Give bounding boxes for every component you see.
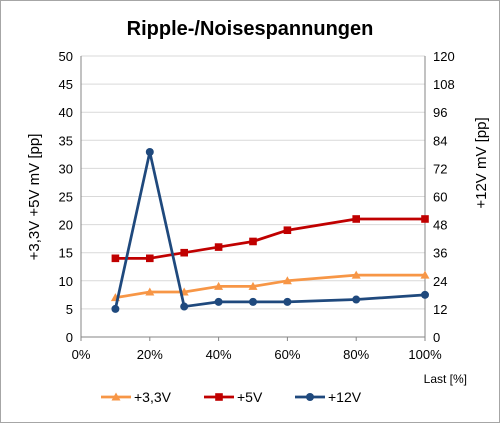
x-tick-label: 0% — [72, 347, 91, 362]
data-point — [180, 302, 189, 311]
legend-entry: +3,3V — [101, 389, 172, 405]
data-point — [249, 237, 257, 246]
legend-marker — [215, 393, 223, 401]
legend-marker — [306, 393, 314, 401]
y-tick-label-left: 15 — [59, 246, 73, 261]
legend: +3,3V +5V +12V — [101, 389, 362, 405]
legend-marker — [111, 392, 121, 401]
data-point — [282, 276, 292, 285]
series-group — [110, 270, 430, 302]
data-point — [352, 295, 361, 304]
gridlines — [81, 55, 425, 310]
data-point — [180, 248, 188, 257]
x-tick-label: 100% — [408, 347, 442, 362]
data-point — [420, 270, 430, 279]
x-tick-label: 80% — [343, 347, 369, 362]
data-point — [421, 215, 429, 223]
data-point — [214, 243, 223, 251]
data-point — [351, 270, 361, 279]
legend-label: +5V — [237, 389, 263, 405]
y-axis-label-left: +3,3V +5V mV [pp] — [26, 134, 43, 261]
series-line — [115, 273, 425, 300]
data-point — [111, 304, 120, 313]
chart-title: Ripple-/Noisespannungen — [127, 18, 374, 40]
series-group — [111, 148, 429, 313]
x-axis-label: Last [%] — [424, 372, 467, 386]
data-point — [146, 254, 154, 263]
data-point — [214, 281, 224, 290]
y-tick-label-right: 108 — [433, 77, 455, 92]
series-line — [115, 217, 425, 260]
data-point — [145, 148, 154, 157]
data-point — [249, 297, 257, 306]
legend-entry: +12V — [295, 389, 362, 405]
series-line — [114, 150, 426, 310]
y-tick-label-right: 0 — [433, 330, 440, 345]
y-tick-label-left: 35 — [59, 133, 73, 148]
data-point — [421, 290, 429, 299]
data-point — [145, 287, 155, 296]
y-tick-label-left: 10 — [59, 274, 73, 289]
series-group — [111, 215, 429, 263]
x-tick-label: 40% — [206, 347, 232, 362]
y-tick-label-right: 60 — [433, 190, 447, 205]
x-tick-label: 60% — [274, 347, 300, 362]
data-point — [352, 215, 360, 223]
y-tick-label-right: 96 — [433, 105, 447, 120]
y-tick-label-left: 5 — [66, 302, 73, 317]
y-tick-label-left: 30 — [59, 161, 73, 176]
y-tick-label-left: 0 — [66, 330, 73, 345]
y-tick-label-right: 48 — [433, 218, 447, 233]
y-tick-label-left: 50 — [59, 49, 73, 64]
legend-label: +3,3V — [134, 389, 172, 405]
data-point — [283, 297, 292, 306]
axes — [80, 56, 426, 341]
series — [110, 148, 430, 313]
data-point — [111, 254, 120, 263]
y-tick-label-right: 120 — [433, 49, 455, 64]
y-tick-label-right: 24 — [433, 274, 447, 289]
tick-labels: 0 0 5 12 10 24 15 36 20 48 25 60 30 72 35 84 40 96 45 108 50… — [59, 49, 455, 362]
x-tick-label: 20% — [137, 347, 163, 362]
y-tick-label-left: 20 — [59, 218, 73, 233]
y-tick-label-right: 72 — [433, 161, 447, 176]
y-tick-label-left: 25 — [59, 190, 73, 205]
legend-label: +12V — [328, 389, 362, 405]
y-axis-label-right: +12V mV [pp] — [473, 117, 490, 208]
y-tick-label-left: 45 — [59, 77, 73, 92]
y-tick-label-right: 36 — [433, 246, 447, 261]
data-point — [214, 297, 223, 306]
data-point — [283, 226, 292, 235]
y-tick-label-right: 12 — [433, 302, 447, 317]
legend-entry: +5V — [204, 389, 263, 405]
y-tick-label-right: 84 — [433, 133, 447, 148]
y-tick-label-left: 40 — [59, 105, 73, 120]
data-point — [248, 281, 258, 290]
